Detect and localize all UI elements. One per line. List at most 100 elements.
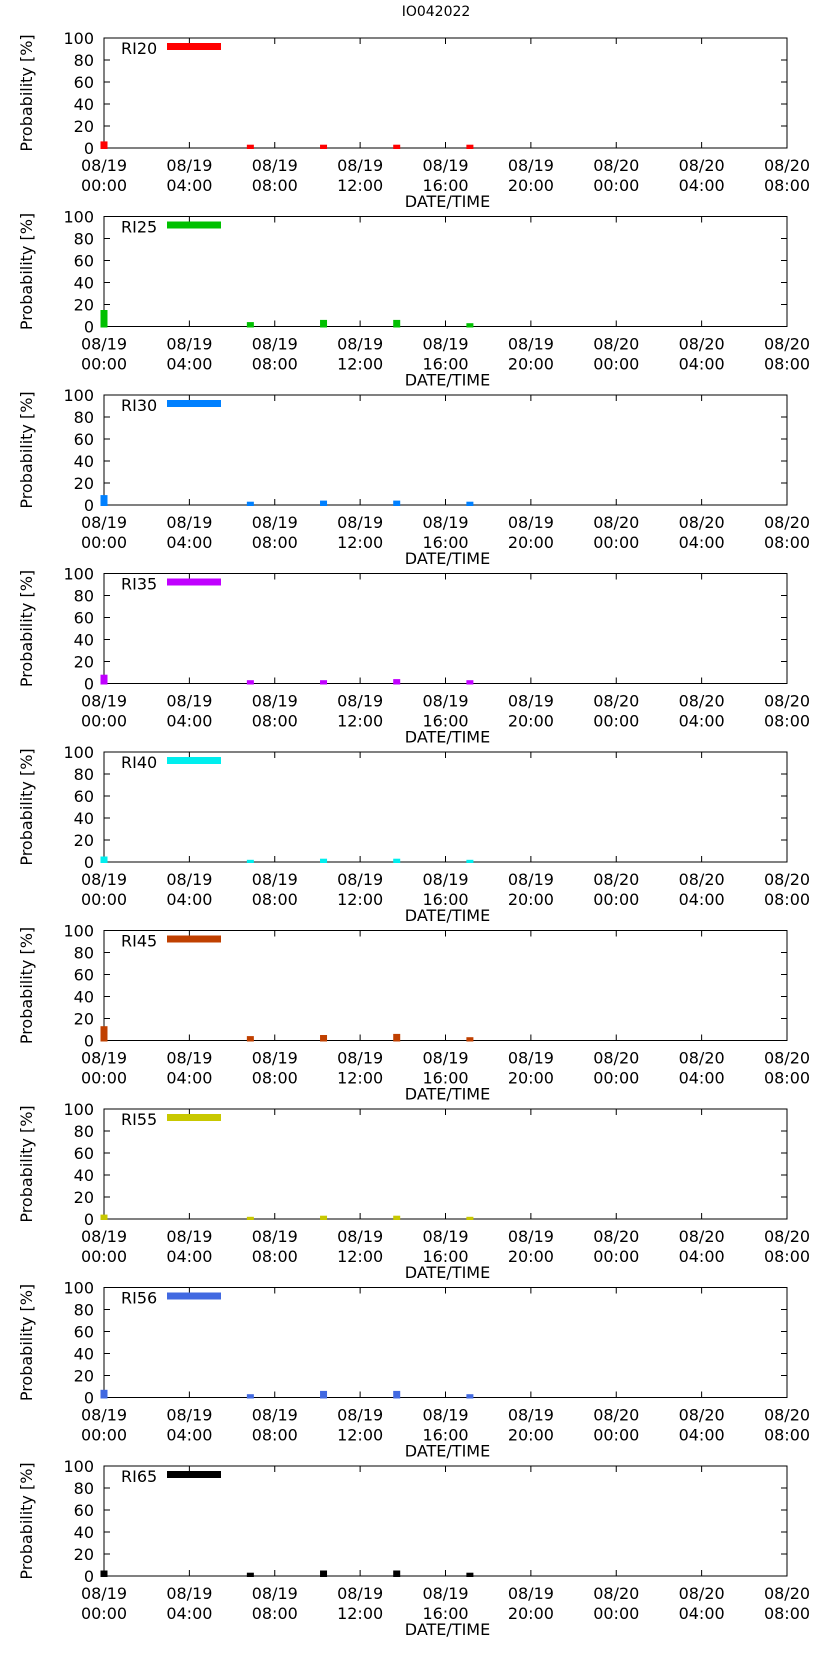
x-tick-label-time: 12:00 xyxy=(337,712,383,731)
y-tick-label: 40 xyxy=(74,1523,94,1542)
x-tick-label-time: 08:00 xyxy=(252,1247,298,1266)
x-tick-label-date: 08/20 xyxy=(764,513,810,532)
legend-label: RI20 xyxy=(121,39,157,58)
y-axis-label: Probability [%] xyxy=(17,927,36,1044)
x-tick-label-date: 08/19 xyxy=(422,870,468,889)
legend-label: RI40 xyxy=(121,753,157,772)
bar-ri45 xyxy=(246,1036,254,1042)
y-tick-label: 20 xyxy=(74,653,94,672)
x-tick-label-time: 16:00 xyxy=(422,890,468,909)
y-tick-label: 80 xyxy=(74,1301,94,1320)
x-tick-label-time: 20:00 xyxy=(508,890,554,909)
chart-panel-ri20: 02040608010008/1900:0008/1904:0008/1908:… xyxy=(17,29,810,211)
chart-panel-ri55: 02040608010008/1900:0008/1904:0008/1908:… xyxy=(17,1100,810,1282)
y-tick-label: 20 xyxy=(74,296,94,315)
x-tick-label-time: 00:00 xyxy=(593,1604,639,1623)
x-tick-label-date: 08/20 xyxy=(764,1049,810,1068)
y-tick-label: 80 xyxy=(74,230,94,249)
x-tick-label-date: 08/19 xyxy=(166,335,212,354)
x-tick-label-time: 08:00 xyxy=(764,533,810,552)
y-tick-label: 80 xyxy=(74,1479,94,1498)
x-tick-label-time: 04:00 xyxy=(679,1426,725,1445)
y-tick-label: 40 xyxy=(74,631,94,650)
bar-ri56 xyxy=(466,1394,474,1399)
y-tick-label: 100 xyxy=(63,743,94,762)
plot-frame xyxy=(103,1287,788,1398)
legend-swatch xyxy=(167,400,221,407)
bar-ri25 xyxy=(466,323,474,328)
x-tick-label-date: 08/20 xyxy=(593,1227,639,1246)
x-tick-label-time: 08:00 xyxy=(764,176,810,195)
x-tick-label-date: 08/19 xyxy=(81,1584,127,1603)
x-tick-label-date: 08/19 xyxy=(508,335,554,354)
bar-ri35 xyxy=(320,680,328,685)
plot-frame xyxy=(103,216,788,327)
chart-panel-ri35: 02040608010008/1900:0008/1904:0008/1908:… xyxy=(17,565,810,747)
bar-ri65 xyxy=(246,1572,254,1577)
x-tick-label-time: 00:00 xyxy=(81,533,127,552)
plot-frame xyxy=(103,1465,788,1577)
x-tick-label-time: 08:00 xyxy=(252,1069,298,1088)
x-tick-label-time: 08:00 xyxy=(252,355,298,374)
x-tick-label-date: 08/19 xyxy=(81,156,127,175)
x-tick-label-date: 08/19 xyxy=(337,1049,383,1068)
x-tick-label-time: 04:00 xyxy=(679,1069,725,1088)
bar-ri65 xyxy=(320,1570,328,1577)
x-tick-label-time: 00:00 xyxy=(81,1604,127,1623)
chart-panel-ri30: 02040608010008/1900:0008/1904:0008/1908:… xyxy=(17,386,810,568)
x-tick-label-time: 08:00 xyxy=(252,176,298,195)
x-tick-label-time: 00:00 xyxy=(593,176,639,195)
y-tick-label: 60 xyxy=(74,1144,94,1163)
x-tick-label-time: 08:00 xyxy=(764,1069,810,1088)
plot-frame xyxy=(103,930,788,1041)
y-tick-label: 80 xyxy=(74,51,94,70)
y-tick-label: 40 xyxy=(74,1345,94,1364)
bar-ri40 xyxy=(466,859,474,863)
y-tick-label: 100 xyxy=(63,1279,94,1298)
x-tick-label-time: 20:00 xyxy=(508,712,554,731)
y-tick-label: 100 xyxy=(63,565,94,584)
bar-ri55 xyxy=(320,1215,328,1220)
legend-swatch xyxy=(167,1114,221,1121)
y-tick-label: 60 xyxy=(74,430,94,449)
x-tick-label-time: 04:00 xyxy=(166,712,212,731)
x-tick-label-time: 16:00 xyxy=(422,1247,468,1266)
y-tick-label: 60 xyxy=(74,252,94,271)
x-axis-label: DATE/TIME xyxy=(405,906,490,925)
x-tick-label-time: 08:00 xyxy=(252,1604,298,1623)
y-axis-label: Probability [%] xyxy=(17,391,36,508)
x-tick-label-time: 16:00 xyxy=(422,176,468,195)
x-tick-label-time: 04:00 xyxy=(679,712,725,731)
x-tick-label-date: 08/20 xyxy=(679,1227,725,1246)
legend-label: RI35 xyxy=(121,575,157,594)
x-tick-label-date: 08/20 xyxy=(764,1406,810,1425)
x-axis-label: DATE/TIME xyxy=(405,549,490,568)
legend-label: RI65 xyxy=(121,1467,157,1486)
x-tick-label-time: 20:00 xyxy=(508,1247,554,1266)
legend-swatch xyxy=(167,578,221,586)
x-tick-label-time: 20:00 xyxy=(508,1604,554,1623)
x-tick-label-date: 08/19 xyxy=(252,1584,298,1603)
x-tick-label-date: 08/19 xyxy=(166,692,212,711)
x-tick-label-date: 08/20 xyxy=(764,870,810,889)
x-tick-label-time: 04:00 xyxy=(679,1247,725,1266)
x-tick-label-time: 16:00 xyxy=(422,1426,468,1445)
x-tick-label-date: 08/19 xyxy=(508,1584,554,1603)
x-tick-label-date: 08/20 xyxy=(593,870,639,889)
y-tick-label: 40 xyxy=(74,809,94,828)
x-tick-label-time: 12:00 xyxy=(337,890,383,909)
x-tick-label-time: 04:00 xyxy=(166,1069,212,1088)
x-tick-label-time: 16:00 xyxy=(422,1604,468,1623)
y-tick-label: 80 xyxy=(74,408,94,427)
y-tick-label: 80 xyxy=(74,587,94,606)
x-tick-label-date: 08/19 xyxy=(508,1406,554,1425)
x-tick-label-time: 00:00 xyxy=(81,176,127,195)
x-tick-label-time: 00:00 xyxy=(81,1069,127,1088)
bar-ri20 xyxy=(246,144,254,149)
bar-ri55 xyxy=(466,1216,474,1220)
bar-ri55 xyxy=(100,1214,108,1220)
y-tick-label: 60 xyxy=(74,787,94,806)
plot-frame xyxy=(103,1108,788,1220)
bar-ri56 xyxy=(246,1394,254,1399)
bar-ri20 xyxy=(100,141,108,149)
